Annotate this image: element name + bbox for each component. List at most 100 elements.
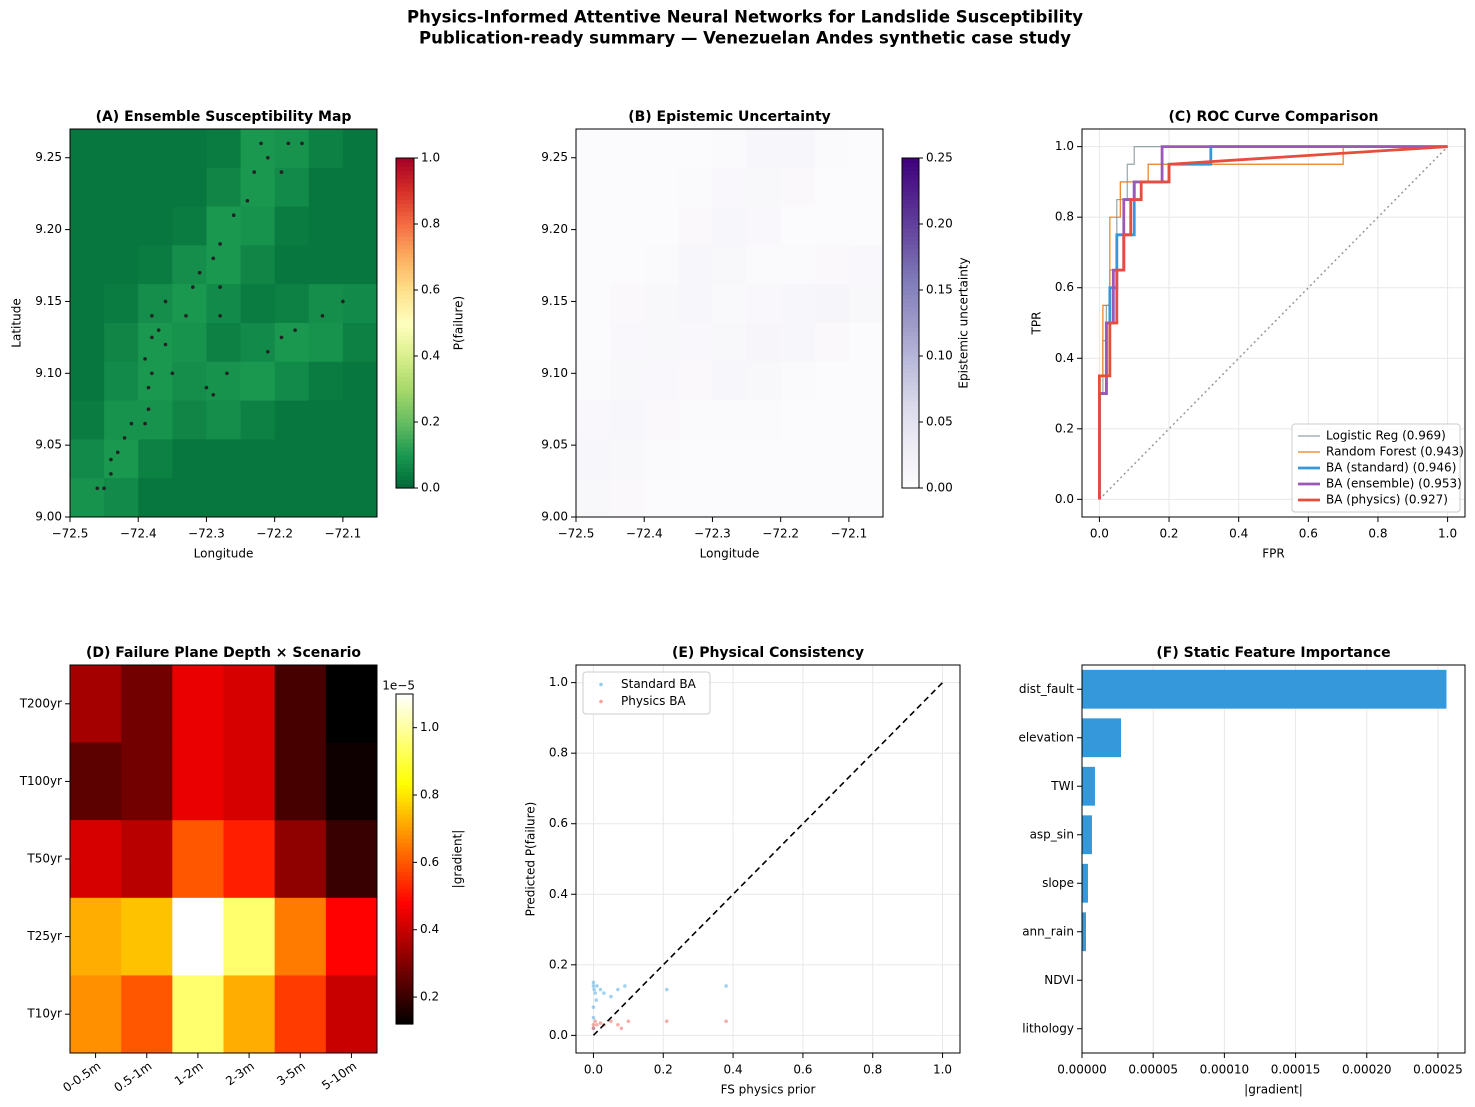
map-cell (172, 167, 207, 207)
map-cell (712, 129, 747, 169)
colorbar-step (396, 846, 413, 852)
map-cell (104, 323, 139, 363)
colorbar-step (902, 302, 919, 308)
landslide-point (218, 285, 222, 289)
colorbar-step (396, 368, 414, 374)
map-cell (644, 361, 679, 401)
landslide-point (146, 407, 151, 412)
x-tick-label: 0-0.5m (60, 1059, 103, 1095)
heatmap-cell (223, 897, 276, 976)
colorbar-step (396, 314, 414, 320)
map-cell (780, 245, 816, 285)
colorbar-step (396, 916, 413, 922)
x-tick-label: 0.00025 (1413, 1063, 1463, 1077)
x-axis-label: Longitude (700, 547, 760, 561)
scatter-point (609, 994, 613, 999)
landslide-point (266, 349, 270, 354)
colorbar-step (396, 764, 413, 769)
heatmap-cell (274, 975, 327, 1054)
landslide-point (286, 141, 291, 146)
colorbar-step (396, 409, 414, 415)
colorbar-tick-label: 0.2 (420, 990, 439, 1004)
y-tick-label: T100yr (19, 774, 62, 788)
colorbar-step (396, 892, 413, 897)
colorbar-step (902, 335, 919, 341)
colorbar-step (902, 347, 919, 353)
colorbar-step (396, 285, 414, 291)
colorbar-step (396, 809, 413, 815)
map-cell (70, 129, 105, 169)
colorbar-step (396, 722, 413, 728)
map-cell (610, 167, 645, 207)
heatmap-cell (70, 742, 122, 821)
heatmap-cell (121, 975, 173, 1054)
map-cell (172, 206, 207, 246)
map-cell (104, 129, 139, 169)
colorbar-step (396, 887, 413, 893)
colorbar-step (396, 302, 414, 308)
scatter-point (616, 1022, 620, 1027)
colorbar-step (902, 257, 919, 262)
colorbar-step (396, 261, 414, 266)
y-tick-label: 0.2 (1055, 421, 1074, 435)
map-cell (712, 245, 747, 285)
legend-label: Random Forest (0.943) (1326, 445, 1464, 459)
map-cell (780, 478, 816, 518)
colorbar-step (396, 945, 413, 951)
map-cell (712, 206, 747, 246)
landslide-point (146, 385, 151, 390)
y-tick-label: 1.0 (549, 675, 568, 689)
colorbar-step (396, 170, 414, 176)
map-cell (780, 167, 816, 207)
map-cell (172, 245, 207, 285)
y-tick-label: 9.10 (541, 366, 568, 380)
colorbar-step (902, 446, 919, 452)
colorbar-step (396, 896, 413, 901)
colorbar-step (902, 368, 919, 374)
colorbar-step (396, 937, 413, 943)
colorbar-step (902, 277, 919, 283)
colorbar-step (396, 1007, 413, 1013)
colorbar-step (396, 995, 413, 1000)
colorbar-step (396, 174, 414, 180)
x-axis-label: FS physics prior (721, 1083, 816, 1097)
landslide-point (320, 314, 325, 318)
colorbar-step (396, 281, 414, 287)
colorbar-step (396, 467, 414, 473)
colorbar-step (902, 199, 919, 204)
y-tick-label: T10yr (26, 1007, 62, 1021)
colorbar-step (902, 426, 919, 431)
colorbar-step (396, 351, 414, 357)
colorbar-step (396, 405, 414, 411)
colorbar-step (396, 327, 414, 332)
y-tick-label: T25yr (26, 929, 62, 943)
x-tick-label: 0.00010 (1200, 1063, 1250, 1077)
map-cell (576, 478, 611, 518)
colorbar-step (902, 236, 919, 242)
colorbar-tick-label: 1.0 (420, 720, 439, 734)
colorbar-step (396, 372, 414, 378)
heatmap-cell (121, 897, 173, 976)
colorbar-tick-label: 0.6 (421, 283, 440, 297)
heatmap-cell (121, 820, 173, 899)
landslide-point (279, 335, 284, 340)
colorbar-step (396, 318, 414, 324)
colorbar-tick-label: 0.2 (421, 415, 440, 429)
map-cell (848, 400, 884, 440)
colorbar-step (902, 232, 919, 237)
map-cell (814, 361, 850, 401)
colorbar-step (902, 182, 919, 188)
colorbar-step (902, 442, 919, 448)
heatmap-cell (274, 897, 327, 976)
colorbar-step (396, 265, 414, 270)
scatter-point (619, 1026, 624, 1031)
colorbar-step (902, 331, 919, 336)
colorbar-step (396, 867, 413, 872)
colorbar-tick-label: 0.15 (926, 283, 953, 297)
landslide-point (95, 486, 100, 491)
map-cell (780, 400, 816, 440)
colorbar-step (396, 982, 413, 988)
map-cell (308, 323, 344, 363)
colorbar-step (396, 380, 414, 386)
x-tick-label: 0.8 (1368, 527, 1387, 541)
